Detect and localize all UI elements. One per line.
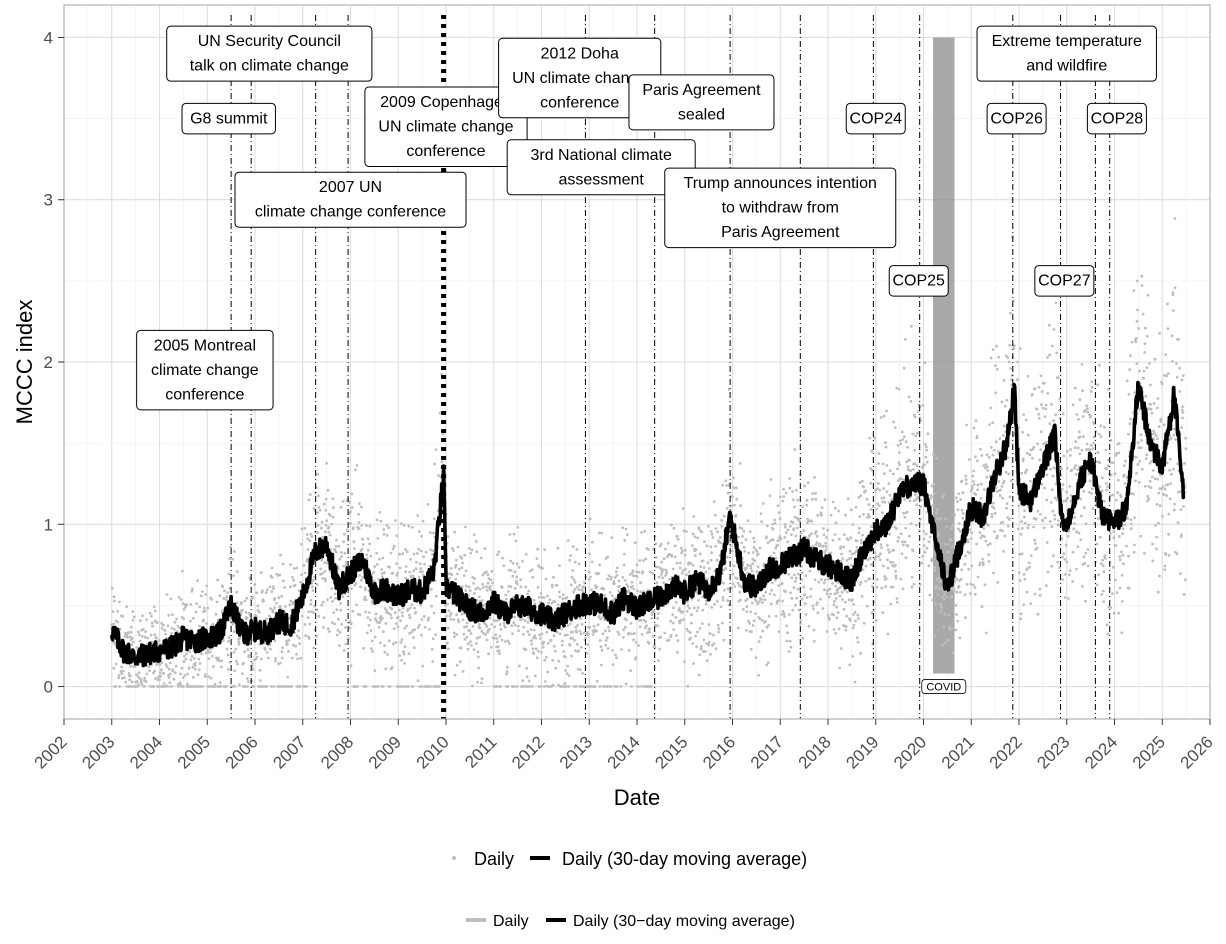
annotation-label: COP27 xyxy=(1034,265,1095,297)
annotation-box xyxy=(664,167,897,249)
covid-label: COVID xyxy=(921,679,967,694)
annotation-text: assessment xyxy=(559,171,645,188)
annotation-text: COP26 xyxy=(990,110,1043,127)
annotation-text: talk on climate change xyxy=(190,58,349,75)
annotation-box xyxy=(181,102,276,135)
annotation-label: UN Security Council talk on climate chang… xyxy=(166,25,373,82)
annotation-box xyxy=(1086,102,1147,135)
annotation-text: sealed xyxy=(678,106,725,123)
moving-average-series xyxy=(110,380,1186,668)
annotation-text: UN climate change xyxy=(378,118,513,135)
covid-shaded-band xyxy=(933,37,955,674)
covid-label-text: COVID xyxy=(926,682,961,694)
legend-label-daily: Daily xyxy=(474,849,514,869)
annotation-text: COP28 xyxy=(1091,110,1144,127)
annotation-text: 2009 Copenhagen xyxy=(380,94,512,111)
annotation-box xyxy=(136,329,274,411)
annotation-text: climate change conference xyxy=(255,204,446,221)
annotation-box xyxy=(166,25,373,82)
annotation-text: Extreme temperature xyxy=(992,33,1142,50)
annotation-text: UN Security Council xyxy=(198,33,341,50)
annotation-text: to withdraw from xyxy=(722,200,839,217)
covid-label-box xyxy=(921,679,967,694)
annotation-box xyxy=(628,74,775,131)
y-tick-label: 1 xyxy=(44,515,53,534)
y-tick-label: 4 xyxy=(44,28,53,47)
annotation-label: 3rd National climate assessment xyxy=(506,139,696,196)
annotation-text: Paris Agreement xyxy=(721,224,840,241)
legend-label-ma: Daily (30-day moving average) xyxy=(562,849,807,869)
y-tick-label: 2 xyxy=(44,353,53,372)
annotation-box xyxy=(888,265,949,297)
event-annotations: UN Security Council talk on climate chang… xyxy=(136,25,1157,694)
legend2-label-ma: Daily (30−day moving average) xyxy=(573,913,795,930)
annotation-box xyxy=(1034,265,1095,297)
annotation-label: 2007 UN climate change conference xyxy=(234,171,467,228)
annotation-text: conference xyxy=(540,94,619,111)
annotation-box xyxy=(506,139,696,196)
annotation-label: Paris Agreement sealed xyxy=(628,74,775,131)
y-tick-label: 3 xyxy=(44,191,53,210)
annotation-box xyxy=(364,86,528,167)
annotation-text: conference xyxy=(165,386,244,403)
annotation-text: Paris Agreement xyxy=(642,82,761,99)
annotation-text: 3rd National climate xyxy=(530,147,672,164)
annotation-label: COP24 xyxy=(845,102,906,135)
annotation-text: Trump announces intention xyxy=(684,175,877,192)
moving-average-line xyxy=(110,380,1186,668)
legend-key-daily-point xyxy=(452,856,456,860)
annotation-text: COP24 xyxy=(850,110,903,127)
annotation-label: COP26 xyxy=(986,102,1047,135)
annotation-text: conference xyxy=(406,143,485,160)
annotation-label: COP28 xyxy=(1086,102,1147,135)
annotation-box xyxy=(976,25,1157,82)
y-tick-label: 0 xyxy=(44,678,53,697)
legend2-label-daily: Daily xyxy=(493,913,529,930)
annotation-box xyxy=(845,102,906,135)
annotation-label: Trump announces intention to withdraw fro… xyxy=(664,167,897,249)
annotation-box xyxy=(986,102,1047,135)
annotation-label: Extreme temperature and wildfire xyxy=(976,25,1157,82)
annotation-label: 2012 Doha UN climate change conference xyxy=(498,37,662,119)
annotation-text: 2012 Doha xyxy=(541,45,619,62)
annotation-label: G8 summit xyxy=(181,102,276,135)
annotation-text: UN climate change xyxy=(512,70,647,87)
annotation-label: COP25 xyxy=(888,265,949,297)
annotation-label: 2009 Copenhagen UN climate change conferen… xyxy=(364,86,528,167)
annotation-text: G8 summit xyxy=(190,110,268,127)
x-axis-title: Date xyxy=(614,785,660,810)
annotation-text: COP27 xyxy=(1038,273,1091,290)
legend: Daily Daily (30-day moving average) Daily D… xyxy=(452,849,807,930)
annotation-text: COP25 xyxy=(892,273,945,290)
covid-band xyxy=(933,37,955,674)
annotation-text: and wildfire xyxy=(1026,58,1107,75)
y-axis-title: MCCC index xyxy=(12,300,37,425)
annotation-text: climate change xyxy=(151,362,259,379)
annotation-label: 2005 Montreal climate change conference xyxy=(136,329,274,411)
annotation-text: 2007 UN xyxy=(319,179,382,196)
annotation-box xyxy=(234,171,467,228)
annotation-text: 2005 Montreal xyxy=(154,337,256,354)
